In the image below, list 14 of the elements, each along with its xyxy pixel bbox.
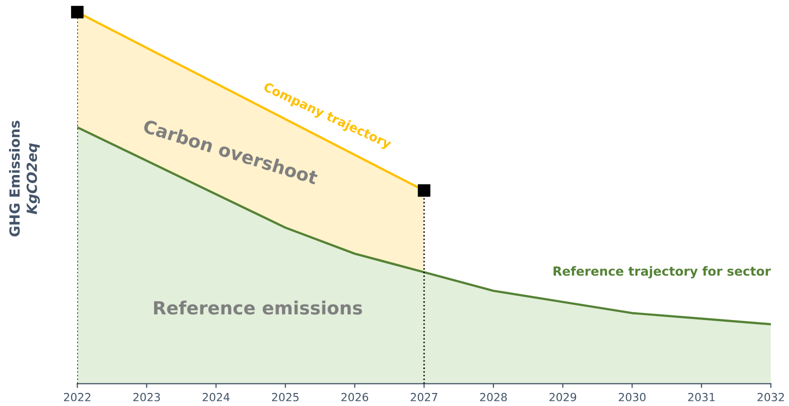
- x-tick-label: 2032: [758, 392, 784, 402]
- x-tick-label: 2022: [64, 392, 90, 402]
- x-tick-label: 2028: [480, 392, 507, 402]
- x-tick-label: 2026: [341, 392, 368, 402]
- x-tick-label: 2030: [618, 392, 646, 402]
- x-tick-label: 2031: [688, 392, 715, 402]
- x-tick-label: 2024: [202, 392, 230, 402]
- annotation: Reference emissions: [154, 300, 362, 315]
- x-tick-label: 2025: [272, 392, 299, 402]
- y-axis-title: GHG Emissions KgCO2eq: [9, 120, 40, 236]
- x-tick-label: 2023: [133, 392, 160, 402]
- series-label: Reference trajectory for sector: [554, 266, 771, 278]
- x-tick-label: 2027: [410, 392, 438, 402]
- x-tick-label: 2029: [549, 392, 576, 402]
